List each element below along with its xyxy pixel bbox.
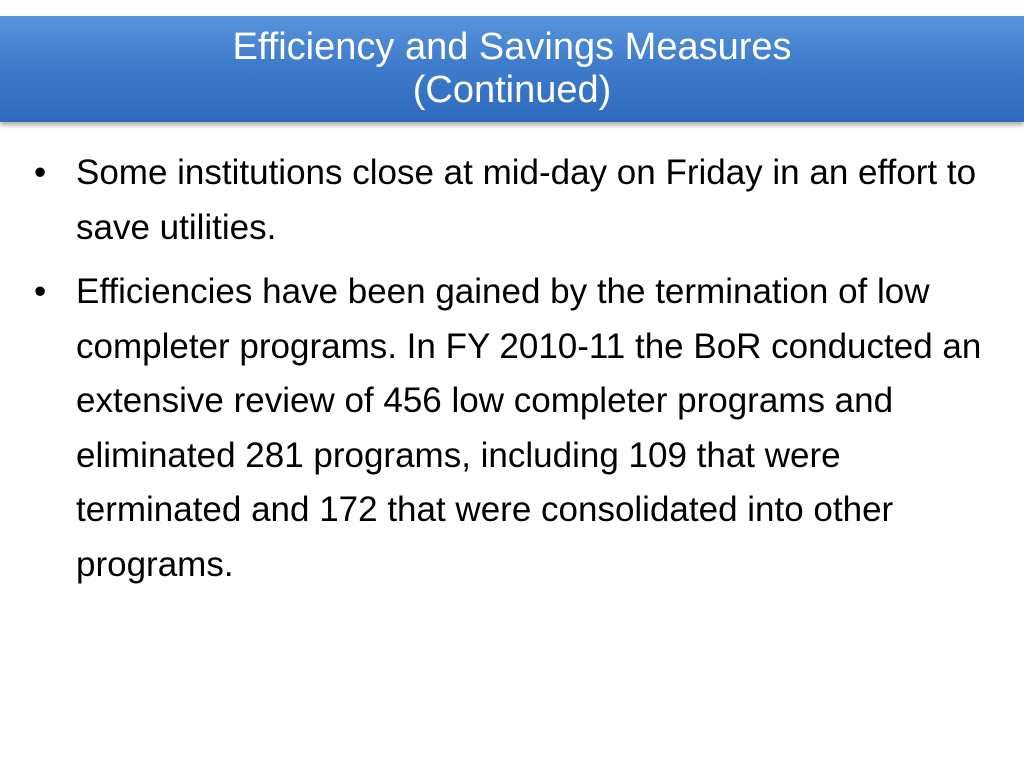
bullet-dot-icon: • — [34, 153, 47, 192]
bullet-item-utilities: • Some institutions close at mid-day on … — [30, 146, 990, 255]
bullet-item-program-review: • Efficiencies have been gained by the t… — [30, 265, 990, 592]
bullet-list: • Some institutions close at mid-day on … — [30, 146, 990, 592]
slide-title-line-2: (Continued) — [412, 69, 612, 111]
slide-content: • Some institutions close at mid-day on … — [30, 146, 990, 602]
bullet-text: Efficiencies have been gained by the ter… — [76, 272, 982, 584]
bullet-text: Some institutions close at mid-day on Fr… — [76, 153, 977, 247]
title-bar: Efficiency and Savings Measures (Continu… — [0, 16, 1024, 122]
slide-title-line-1: Efficiency and Savings Measures — [232, 26, 792, 68]
bullet-dot-icon: • — [34, 272, 47, 311]
